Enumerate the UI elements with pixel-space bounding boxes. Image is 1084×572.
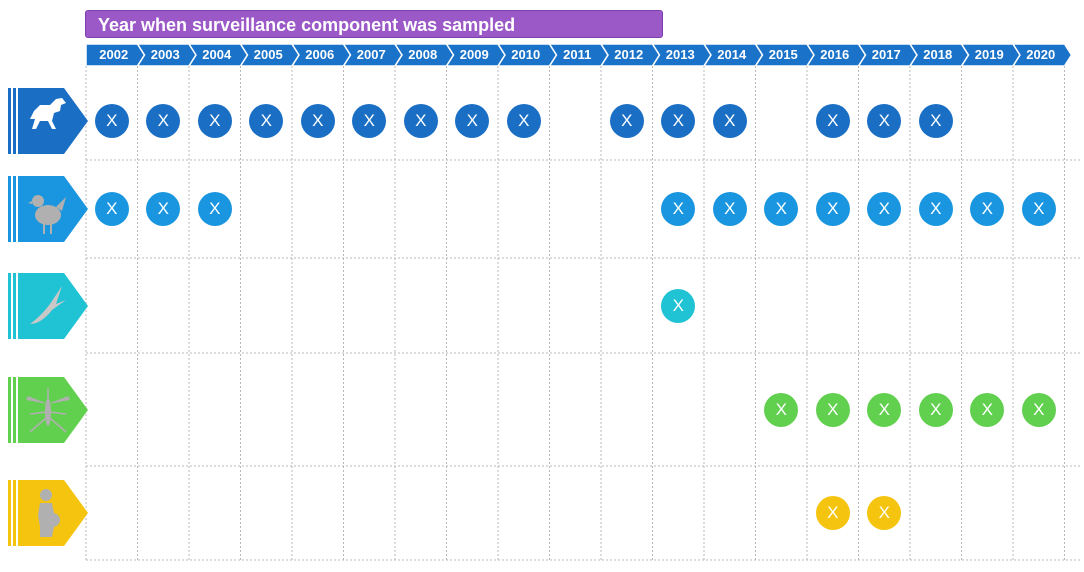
mosquito-icon (8, 376, 88, 443)
sampled-mark: X (249, 104, 284, 138)
sampled-mark: X (661, 288, 696, 323)
sampled-mark: X (764, 392, 799, 427)
sampled-mark: X (815, 104, 850, 138)
sampled-mark: X (352, 104, 387, 138)
year-label: 2007 (356, 47, 386, 62)
sampled-mark: X (867, 192, 902, 226)
year-label: 2013 (665, 47, 695, 62)
sampled-mark: X (146, 104, 181, 138)
sampled-mark: X (867, 104, 902, 138)
sampled-mark: X (815, 496, 850, 530)
title-text: Year when surveillance component was sam… (98, 15, 516, 35)
year-label: 2008 (408, 47, 438, 62)
sampled-mark: X (197, 192, 232, 226)
sampled-mark: X (609, 104, 644, 138)
year-label: 2010 (511, 47, 541, 62)
sampled-mark: X (918, 192, 953, 226)
sampled-mark: X (661, 104, 696, 138)
year-label: 2006 (305, 47, 335, 62)
sampled-mark: X (1021, 392, 1056, 427)
title-banner: Year when surveillance component was sam… (85, 10, 663, 38)
sampled-mark: X (815, 192, 850, 226)
sampled-mark: X (455, 104, 490, 138)
year-label: 2015 (768, 47, 798, 62)
year-label: 2003 (150, 47, 180, 62)
year-label: 2004 (202, 47, 232, 62)
pregnant-woman-icon (8, 480, 88, 546)
year-label: 2011 (563, 47, 592, 62)
sampled-mark: X (94, 104, 129, 138)
sampled-mark: X (867, 496, 902, 530)
sampled-mark: X (1021, 192, 1056, 226)
sampled-mark: X (712, 104, 747, 138)
sampled-mark: X (300, 104, 335, 138)
chicken-icon (8, 176, 88, 242)
year-label: 2017 (871, 47, 901, 62)
year-label: 2002 (99, 47, 129, 62)
sampled-mark: X (815, 392, 850, 427)
sampled-mark: X (197, 104, 232, 138)
year-label: 2005 (253, 47, 283, 62)
sampled-mark: X (403, 104, 438, 138)
year-label: 2014 (717, 47, 747, 62)
sampled-mark: X (94, 192, 129, 226)
year-label: 2018 (923, 47, 953, 62)
sampled-mark: X (764, 192, 799, 226)
sampled-mark: X (506, 104, 541, 138)
sampled-mark: X (146, 192, 181, 226)
year-label: 2016 (820, 47, 850, 62)
year-label: 2020 (1026, 47, 1056, 62)
year-label: 2009 (459, 47, 489, 62)
sampled-mark: X (918, 104, 953, 138)
year-label: 2012 (614, 47, 644, 62)
sampled-mark: X (867, 392, 902, 427)
horse-icon (8, 88, 88, 154)
sampled-mark: X (661, 192, 696, 226)
sampled-mark: X (712, 192, 747, 226)
sampled-mark: X (970, 192, 1005, 226)
year-timeline (85, 43, 1073, 67)
sampled-mark: X (970, 392, 1005, 427)
year-label: 2019 (974, 47, 1004, 62)
sampled-mark: X (918, 392, 953, 427)
bird-icon (8, 272, 88, 339)
